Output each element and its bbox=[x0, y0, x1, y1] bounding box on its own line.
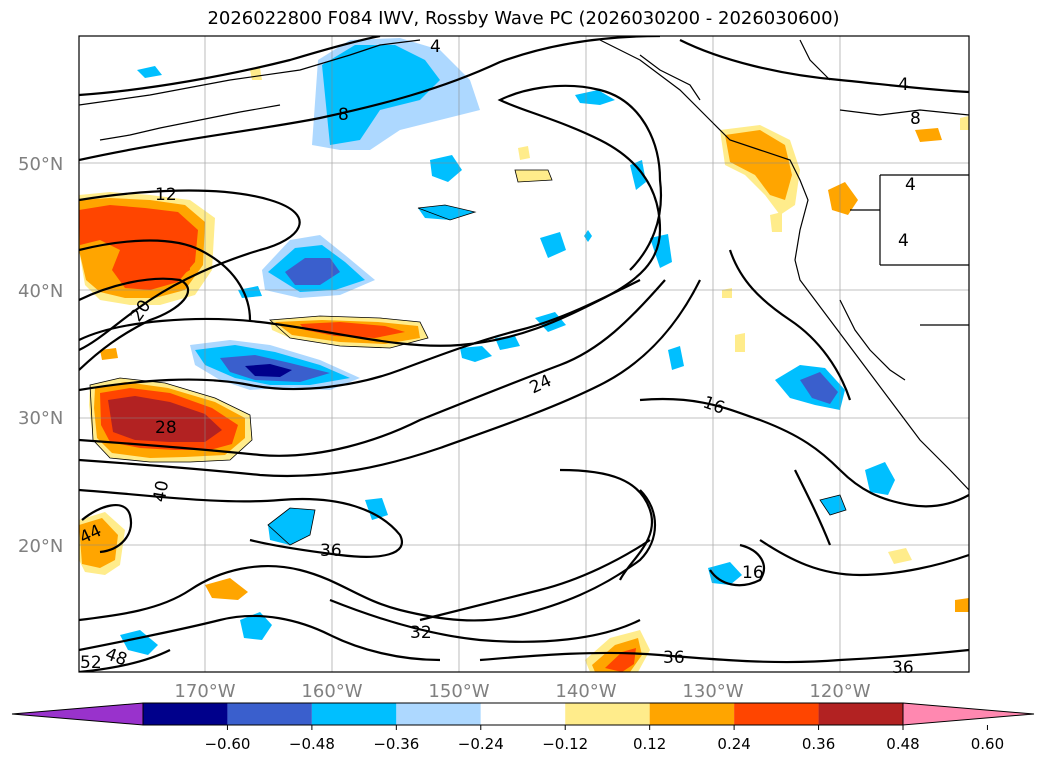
colorbar-extend-high bbox=[902, 702, 1035, 726]
colorbar-tick-label: 0.36 bbox=[802, 735, 835, 753]
colorbar-bin bbox=[480, 703, 566, 725]
colorbar-tick-label: −0.12 bbox=[542, 735, 588, 753]
colorbar-tick-label: −0.48 bbox=[289, 735, 335, 753]
colorbar-frame bbox=[142, 702, 904, 726]
contour-label: 28 bbox=[155, 418, 177, 438]
lat-label-30: 30°N bbox=[18, 408, 63, 429]
colorbar-tick-label: −0.36 bbox=[373, 735, 419, 753]
colorbar-bin bbox=[818, 703, 903, 725]
contour-label: 32 bbox=[410, 623, 432, 643]
coastlines bbox=[79, 39, 969, 491]
colorbar-ticks: −0.60 −0.48 −0.36 −0.24 −0.12 0.12 0.24 0.36 0.4… bbox=[204, 725, 1004, 753]
lon-label-130w: 130°W bbox=[682, 681, 743, 702]
contour-label: 52 bbox=[80, 653, 102, 673]
colorbar-bin bbox=[143, 703, 228, 725]
colorbar-bin bbox=[311, 703, 397, 725]
contour-labels: 4 8 8 4 12 20 28 40 44 52 48 36 32 24 16… bbox=[77, 37, 921, 678]
contour-label: 8 bbox=[910, 109, 921, 129]
lon-label-170w: 170°W bbox=[174, 681, 235, 702]
lon-label-150w: 150°W bbox=[428, 681, 489, 702]
latitude-labels: 50°N 40°N 30°N 20°N bbox=[18, 154, 63, 557]
positive-anomaly-patches bbox=[79, 68, 969, 672]
contour-label: 4 bbox=[905, 175, 916, 195]
lon-label-140w: 140°W bbox=[555, 681, 616, 702]
colorbar-bin bbox=[649, 703, 735, 725]
colorbar-bin bbox=[396, 703, 481, 725]
lon-label-160w: 160°W bbox=[301, 681, 362, 702]
contour-label: 4 bbox=[898, 75, 909, 95]
iwv-contours bbox=[79, 36, 969, 672]
contour-label: 8 bbox=[338, 105, 349, 125]
graticule bbox=[79, 36, 969, 672]
lat-label-50: 50°N bbox=[18, 154, 63, 175]
contour-label: 40 bbox=[150, 479, 173, 504]
plot-frame bbox=[78, 35, 970, 673]
longitude-labels: 170°W 160°W 150°W 140°W 130°W 120°W bbox=[174, 681, 870, 702]
contour-label: 36 bbox=[663, 648, 685, 668]
colorbar-tick-label: 0.24 bbox=[717, 735, 750, 753]
contour-label: 4 bbox=[898, 231, 909, 251]
colorbar-tick-label: 0.48 bbox=[886, 735, 919, 753]
colorbar-extend-low bbox=[11, 702, 144, 726]
colorbar-bin bbox=[227, 703, 312, 725]
colorbar-tick-label: 0.12 bbox=[633, 735, 666, 753]
lat-label-40: 40°N bbox=[18, 281, 63, 302]
colorbar-tick-label: 0.60 bbox=[971, 735, 1004, 753]
contour-label: 36 bbox=[320, 541, 342, 561]
lat-label-20: 20°N bbox=[18, 536, 63, 557]
negative-anomaly-patches bbox=[120, 38, 895, 655]
colorbar-bin bbox=[734, 703, 819, 725]
colorbar-tick-label: −0.60 bbox=[204, 735, 250, 753]
colorbar bbox=[11, 702, 1035, 726]
contour-label: 36 bbox=[892, 658, 914, 678]
contour-label: 4 bbox=[430, 37, 441, 57]
colorbar-bin bbox=[565, 703, 650, 725]
lon-label-120w: 120°W bbox=[809, 681, 870, 702]
contour-label: 12 bbox=[155, 185, 177, 205]
colorbar-tick-label: −0.24 bbox=[458, 735, 504, 753]
chart-title: 2026022800 F084 IWV, Rossby Wave PC (202… bbox=[207, 8, 840, 29]
anomaly-outlines bbox=[89, 169, 847, 546]
contour-label: 16 bbox=[742, 563, 764, 583]
